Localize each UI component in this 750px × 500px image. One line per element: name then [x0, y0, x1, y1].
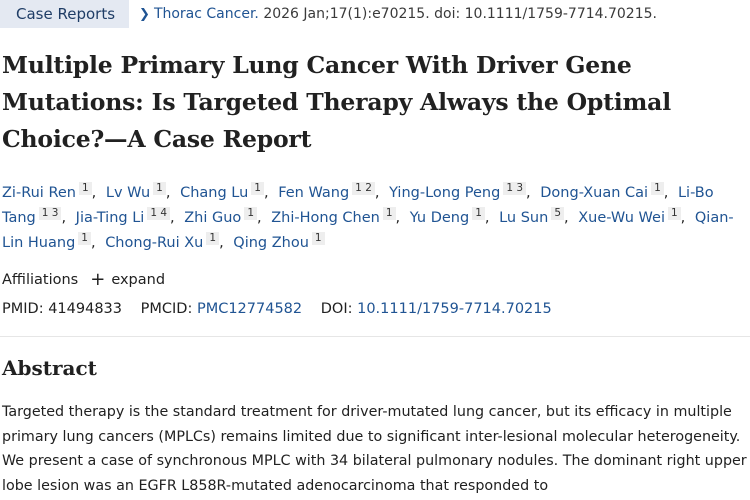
author-item: Ying-Long Peng 1 3,: [389, 182, 536, 201]
affiliations-label: Affiliations: [2, 272, 79, 288]
affiliation-ref-badge[interactable]: 1 3: [38, 207, 62, 220]
author-link[interactable]: Xue-Wu Wei: [578, 210, 665, 226]
expand-label: expand: [111, 272, 166, 288]
affiliation-ref-badge[interactable]: 1 4: [147, 207, 171, 220]
author-link[interactable]: Qian-Lin Huang: [2, 210, 734, 251]
author-link[interactable]: Chong-Rui Xu: [105, 235, 204, 251]
citation-line: ❯ Thorac Cancer. 2026 Jan;17(1):e70215. d…: [139, 6, 657, 22]
citation-bar: Case Reports ❯ Thorac Cancer. 2026 Jan;17…: [0, 0, 657, 28]
affiliation-ref-badge[interactable]: 1: [382, 207, 396, 220]
author-item: Fen Wang 1 2,: [278, 182, 384, 201]
author-item: Li-Bo Tang 1 3,: [2, 185, 714, 226]
affiliation-ref-badge[interactable]: 1: [651, 182, 664, 195]
author-separator: ,: [680, 210, 686, 226]
author-item: Qing Zhou 1: [233, 232, 325, 251]
author-separator: ,: [257, 210, 262, 226]
affiliation-ref-badge[interactable]: 1 3: [503, 182, 527, 195]
author-separator: ,: [91, 185, 97, 201]
author-item: Jia-Ting Li 1 4,: [75, 207, 180, 226]
affiliation-ref-badge[interactable]: 1: [153, 182, 166, 195]
author-separator: ,: [663, 185, 669, 201]
author-item: Xue-Wu Wei 1,: [578, 207, 690, 226]
author-item: Dong-Xuan Cai 1,: [540, 182, 673, 201]
author-item: Lv Wu 1,: [105, 182, 176, 201]
citation-details: 2026 Jan;17(1):e70215. doi: 10.1111/1759…: [263, 6, 657, 22]
author-item: Zhi-Hong Chen 1,: [271, 207, 405, 226]
pmid-value: 41494833: [48, 301, 123, 317]
author-link[interactable]: Zhi Guo: [184, 210, 242, 226]
pmcid-link[interactable]: PMC12774582: [196, 301, 303, 317]
author-item: Chang Lu 1,: [180, 182, 274, 201]
doi-link[interactable]: 10.1111/1759-7714.70215: [357, 301, 552, 317]
author-item: Chong-Rui Xu 1,: [105, 232, 228, 251]
author-separator: ,: [90, 235, 96, 251]
author-link[interactable]: Yu Deng: [409, 210, 470, 226]
author-link[interactable]: Zi-Rui Ren: [2, 185, 76, 201]
author-item: Lu Sun 5,: [499, 207, 574, 226]
author-separator: ,: [484, 210, 490, 226]
article-title: Multiple Primary Lung Cancer With Driver…: [2, 51, 671, 153]
identifiers-row: PMID: 41494833 PMCID: PMC12774582 DOI: 1…: [2, 301, 552, 317]
author-link[interactable]: Ying-Long Peng: [389, 185, 501, 201]
affiliations-row: Affiliations + expand: [2, 269, 166, 290]
author-separator: ,: [395, 210, 401, 226]
affiliation-ref-badge[interactable]: 1: [78, 232, 91, 245]
author-item: Zhi Guo 1,: [184, 207, 266, 226]
affiliation-ref-badge[interactable]: 1 2: [352, 182, 375, 195]
affiliation-ref-badge[interactable]: 5: [551, 207, 565, 220]
pmid-label: PMID:: [2, 301, 44, 317]
affiliation-ref-badge[interactable]: 1: [472, 207, 485, 220]
author-link[interactable]: Zhi-Hong Chen: [271, 210, 380, 226]
author-link[interactable]: Lv Wu: [105, 185, 151, 201]
abstract-text: Targeted therapy is the standard treatme…: [2, 404, 747, 494]
abstract-heading: Abstract: [2, 356, 97, 380]
author-link[interactable]: Qing Zhou: [233, 235, 309, 251]
section-divider: [0, 336, 750, 337]
author-item: Yu Deng 1,: [409, 207, 495, 226]
affiliation-ref-badge[interactable]: 1: [311, 232, 325, 245]
author-link[interactable]: Li-Bo Tang: [2, 185, 714, 226]
affiliation-ref-badge[interactable]: 1: [244, 207, 257, 220]
author-separator: ,: [165, 185, 171, 201]
case-reports-badge[interactable]: Case Reports: [0, 0, 130, 28]
plus-icon: +: [90, 269, 106, 290]
author-link[interactable]: Lu Sun: [499, 210, 549, 226]
affiliation-ref-badge[interactable]: 1: [206, 232, 220, 245]
author-link[interactable]: Dong-Xuan Cai: [540, 185, 649, 201]
author-item: Qian-Lin Huang 1,: [2, 210, 734, 251]
journal-link[interactable]: Thorac Cancer.: [153, 6, 259, 22]
author-separator: ,: [61, 210, 67, 226]
author-separator: ,: [219, 235, 224, 251]
affiliation-ref-badge[interactable]: 1: [251, 182, 264, 195]
pmcid-label: PMCID:: [140, 301, 193, 317]
author-separator: ,: [564, 210, 569, 226]
author-separator: ,: [374, 185, 380, 201]
authors-list: Zi-Rui Ren 1, Lv Wu 1, Chang Lu 1, Fen Wang…: [2, 181, 746, 256]
affiliations-expand-button[interactable]: + expand: [90, 269, 166, 290]
doi-label: DOI:: [320, 301, 353, 317]
author-separator: ,: [526, 185, 531, 201]
author-separator: ,: [263, 185, 269, 201]
affiliation-ref-badge[interactable]: 1: [667, 207, 681, 220]
author-item: Zi-Rui Ren 1,: [2, 182, 101, 201]
affiliation-ref-badge[interactable]: 1: [78, 182, 92, 195]
author-link[interactable]: Chang Lu: [180, 185, 249, 201]
author-link[interactable]: Fen Wang: [278, 185, 350, 201]
chevron-right-icon[interactable]: ❯: [139, 7, 150, 22]
author-separator: ,: [170, 210, 175, 226]
author-link[interactable]: Jia-Ting Li: [75, 210, 145, 226]
